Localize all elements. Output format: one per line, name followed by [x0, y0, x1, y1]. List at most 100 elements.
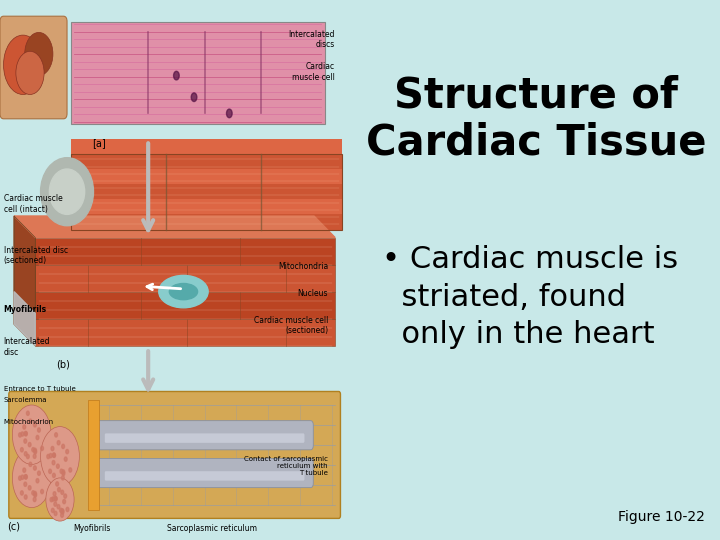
Circle shape	[64, 457, 67, 461]
Ellipse shape	[50, 169, 85, 214]
Text: Figure 10-22: Figure 10-22	[618, 510, 706, 524]
Circle shape	[47, 454, 50, 458]
Bar	[35, 238, 335, 265]
Text: Mitochondrion: Mitochondrion	[4, 418, 54, 424]
Circle shape	[34, 448, 37, 453]
Ellipse shape	[159, 275, 208, 308]
Circle shape	[66, 449, 68, 454]
Circle shape	[34, 423, 36, 427]
Text: Sarcoplasmic reticulum: Sarcoplasmic reticulum	[167, 524, 257, 533]
Circle shape	[34, 450, 37, 454]
Ellipse shape	[169, 284, 197, 300]
Circle shape	[55, 433, 58, 437]
Text: Intercalated
disc: Intercalated disc	[4, 338, 50, 357]
Bar	[71, 184, 342, 199]
Circle shape	[62, 444, 65, 449]
Circle shape	[40, 446, 43, 450]
Bar	[71, 154, 342, 230]
Circle shape	[57, 441, 60, 445]
Circle shape	[23, 468, 26, 472]
Circle shape	[227, 109, 232, 118]
Circle shape	[52, 461, 55, 465]
Circle shape	[29, 462, 32, 467]
Circle shape	[24, 439, 27, 443]
Circle shape	[66, 507, 69, 511]
Text: Contact of sarcoplasmic
reticulum with
T tubule: Contact of sarcoplasmic reticulum with T…	[244, 456, 328, 476]
Bar	[71, 139, 342, 154]
Circle shape	[58, 488, 60, 492]
Bar	[71, 22, 325, 124]
Circle shape	[50, 497, 53, 502]
Circle shape	[192, 93, 197, 102]
Text: Cardiac muscle
cell (intact): Cardiac muscle cell (intact)	[4, 194, 62, 214]
FancyBboxPatch shape	[105, 471, 305, 481]
Circle shape	[64, 494, 67, 498]
Text: Cardiac muscle cell
(sectioned): Cardiac muscle cell (sectioned)	[253, 316, 328, 335]
Text: (b): (b)	[57, 359, 71, 369]
Circle shape	[20, 448, 23, 452]
Circle shape	[53, 473, 55, 477]
Circle shape	[36, 478, 39, 483]
Bar	[35, 319, 335, 346]
Text: (c): (c)	[8, 521, 21, 531]
Circle shape	[33, 454, 36, 458]
Circle shape	[36, 435, 39, 440]
Circle shape	[34, 491, 37, 496]
Wedge shape	[24, 32, 53, 76]
Polygon shape	[14, 216, 35, 346]
Circle shape	[69, 468, 72, 472]
Text: [a]: [a]	[92, 138, 106, 148]
Polygon shape	[14, 216, 335, 238]
Circle shape	[24, 475, 27, 479]
Bar	[71, 154, 342, 169]
Circle shape	[24, 431, 27, 436]
Circle shape	[54, 497, 57, 501]
FancyBboxPatch shape	[105, 434, 305, 443]
Circle shape	[28, 442, 31, 447]
Text: Structure of
Cardiac Tissue: Structure of Cardiac Tissue	[366, 75, 706, 163]
Circle shape	[46, 478, 74, 521]
Circle shape	[61, 509, 64, 513]
Circle shape	[54, 511, 57, 516]
Circle shape	[54, 496, 57, 501]
Circle shape	[24, 451, 27, 456]
Circle shape	[33, 497, 36, 502]
Circle shape	[61, 510, 64, 514]
Bar	[35, 265, 335, 292]
Circle shape	[24, 431, 27, 436]
Circle shape	[32, 491, 35, 495]
Bar	[71, 214, 342, 230]
Circle shape	[34, 466, 36, 470]
Text: Entrance to T tubule: Entrance to T tubule	[4, 386, 76, 392]
Wedge shape	[16, 51, 44, 94]
Circle shape	[29, 419, 32, 423]
Circle shape	[21, 432, 24, 436]
Circle shape	[62, 470, 65, 474]
Circle shape	[51, 508, 54, 512]
Circle shape	[49, 454, 52, 458]
Circle shape	[37, 428, 40, 432]
Circle shape	[20, 491, 23, 495]
Circle shape	[51, 447, 54, 451]
FancyBboxPatch shape	[9, 392, 341, 518]
Text: Intercalated disc
(sectioned): Intercalated disc (sectioned)	[4, 246, 68, 265]
Circle shape	[21, 475, 24, 480]
Text: Intercalated
discs: Intercalated discs	[289, 30, 335, 49]
Text: Myofibrils: Myofibrils	[73, 524, 110, 533]
Text: Sarcolemma: Sarcolemma	[4, 397, 47, 403]
Text: Mitochondria: Mitochondria	[278, 262, 328, 271]
Circle shape	[52, 497, 55, 501]
Circle shape	[61, 476, 64, 480]
Circle shape	[60, 469, 63, 474]
Ellipse shape	[40, 158, 94, 226]
Circle shape	[40, 427, 79, 486]
Circle shape	[49, 469, 52, 474]
Bar	[89, 400, 99, 510]
Circle shape	[27, 411, 30, 415]
Circle shape	[61, 490, 63, 495]
Circle shape	[55, 482, 58, 486]
Circle shape	[19, 476, 22, 480]
Bar	[35, 292, 335, 319]
Wedge shape	[4, 35, 42, 94]
FancyBboxPatch shape	[96, 458, 313, 488]
